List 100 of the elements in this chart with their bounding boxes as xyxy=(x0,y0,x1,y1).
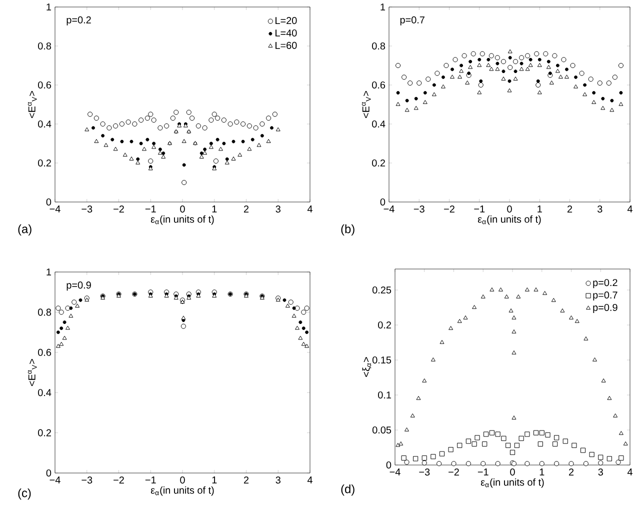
point xyxy=(106,125,112,130)
x-tick-label: −3 xyxy=(82,476,92,484)
point xyxy=(68,314,74,318)
point xyxy=(423,91,427,95)
point xyxy=(538,441,543,447)
x-tick-label: −4 xyxy=(50,206,60,212)
point xyxy=(58,310,64,315)
x-axis-title: ε$_{α}$(in units of t) xyxy=(150,215,214,225)
point xyxy=(136,157,140,161)
point xyxy=(582,92,588,96)
x-tick-label: −2 xyxy=(114,476,124,484)
point xyxy=(266,139,271,143)
point xyxy=(554,435,560,440)
x-tick-label: −4 xyxy=(50,476,60,484)
point xyxy=(472,441,477,447)
point xyxy=(402,74,407,80)
legend-label: L=40 xyxy=(276,29,297,37)
point xyxy=(72,300,77,305)
point xyxy=(495,432,500,437)
point xyxy=(224,160,230,164)
point xyxy=(416,80,422,86)
point xyxy=(564,68,568,72)
point xyxy=(498,287,503,292)
point xyxy=(285,304,290,308)
point xyxy=(518,436,524,441)
y-tick-label: 0.2 xyxy=(38,429,51,436)
point xyxy=(250,138,254,142)
point xyxy=(508,64,513,70)
point xyxy=(396,102,400,106)
point xyxy=(613,413,618,418)
point xyxy=(126,120,131,125)
point xyxy=(583,83,587,87)
point xyxy=(305,330,309,334)
y-tick-label: 0.4 xyxy=(372,120,386,128)
x-tick-label: 4 xyxy=(627,206,632,212)
point xyxy=(506,442,511,448)
point xyxy=(84,127,90,132)
y-axis-title: <E$^{α}$$_{V}$> xyxy=(28,359,37,386)
point xyxy=(466,461,471,466)
point xyxy=(562,438,568,444)
point xyxy=(170,116,176,121)
point xyxy=(574,84,578,88)
point xyxy=(568,461,574,466)
point xyxy=(162,152,166,155)
point xyxy=(512,350,516,354)
point xyxy=(260,134,264,138)
point xyxy=(430,454,436,460)
point xyxy=(508,308,514,312)
point xyxy=(60,326,64,330)
point xyxy=(120,140,124,144)
point xyxy=(539,461,544,466)
point xyxy=(444,62,449,68)
x-tick-label: 4 xyxy=(627,468,632,476)
point xyxy=(467,72,471,76)
point xyxy=(537,62,542,67)
x-tick-label: 1 xyxy=(212,476,217,484)
point xyxy=(231,156,236,160)
point xyxy=(196,123,201,128)
legend-label: p=0.7 xyxy=(593,292,618,301)
point xyxy=(240,121,246,127)
point xyxy=(215,116,220,121)
x-tick-label: 3 xyxy=(598,468,603,476)
point xyxy=(452,57,458,62)
point xyxy=(488,53,494,58)
point xyxy=(129,156,134,160)
point xyxy=(459,68,464,73)
point xyxy=(405,98,409,102)
point xyxy=(513,76,518,81)
point xyxy=(202,150,208,155)
point xyxy=(618,102,624,106)
point xyxy=(528,58,532,62)
point xyxy=(508,56,512,60)
point xyxy=(101,134,105,138)
point xyxy=(479,79,483,83)
point xyxy=(533,430,539,436)
point xyxy=(470,51,476,56)
point xyxy=(463,315,468,320)
point xyxy=(579,70,584,76)
y-tick-label: 0.6 xyxy=(38,348,52,356)
point xyxy=(507,88,512,92)
y-tick-label: 0.8 xyxy=(38,308,52,316)
point xyxy=(199,154,204,159)
point xyxy=(495,66,500,71)
point xyxy=(180,324,186,329)
point xyxy=(570,62,576,68)
point xyxy=(396,62,401,68)
point xyxy=(536,82,541,88)
point xyxy=(260,121,265,127)
y-axis-title: <E$^{α}$$_{V}$> xyxy=(362,91,371,118)
point xyxy=(466,438,471,444)
y-tick-label: 0 xyxy=(386,461,392,469)
point xyxy=(623,441,628,446)
point xyxy=(136,160,140,164)
point xyxy=(174,110,179,115)
point xyxy=(234,120,240,125)
point xyxy=(534,51,540,56)
point xyxy=(510,450,516,455)
point xyxy=(460,64,464,68)
point xyxy=(618,430,624,435)
y-tick-label: 0 xyxy=(46,198,52,206)
